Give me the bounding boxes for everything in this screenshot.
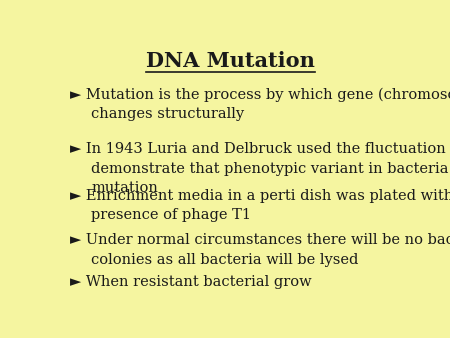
Text: ► In 1943 Luria and Delbruck used the fluctuation test to: ► In 1943 Luria and Delbruck used the fl…	[70, 142, 450, 156]
Text: presence of phage T1: presence of phage T1	[91, 209, 251, 222]
Text: changes structurally: changes structurally	[91, 107, 244, 121]
Text: ► Under normal circumstances there will be no bacterial: ► Under normal circumstances there will …	[70, 233, 450, 247]
Text: demonstrate that phenotypic variant in bacteria is due to: demonstrate that phenotypic variant in b…	[91, 162, 450, 175]
Text: ► When resistant bacterial grow: ► When resistant bacterial grow	[70, 275, 312, 289]
Text: mutation: mutation	[91, 181, 158, 195]
Text: DNA Mutation: DNA Mutation	[146, 51, 315, 71]
Text: ► Mutation is the process by which gene (chromosome): ► Mutation is the process by which gene …	[70, 88, 450, 102]
Text: colonies as all bacteria will be lysed: colonies as all bacteria will be lysed	[91, 253, 359, 267]
Text: ► Enrichment media in a perti dish was plated with: ► Enrichment media in a perti dish was p…	[70, 189, 450, 203]
